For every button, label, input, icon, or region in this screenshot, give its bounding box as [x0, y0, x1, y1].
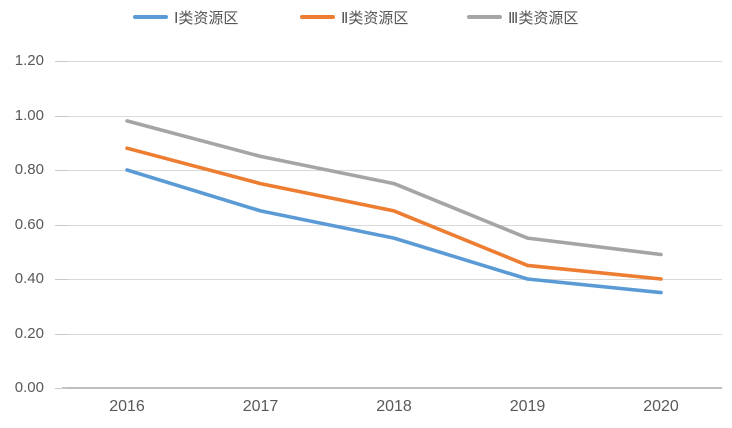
x-tick-label-2019: 2019	[509, 398, 546, 415]
legend-label: Ⅱ类资源区	[341, 9, 409, 27]
legend-item-3: Ⅲ类资源区	[467, 6, 578, 28]
legend-swatch-icon	[467, 14, 502, 20]
y-axis-tick	[55, 279, 68, 280]
gridline	[62, 333, 722, 335]
x-tick-label-2020: 2020	[643, 398, 679, 415]
series-line-3	[125, 119, 663, 257]
legend-swatch-icon	[133, 14, 168, 20]
y-tick-label: 0.00	[14, 379, 44, 396]
x-tick-label-2018: 2018	[376, 398, 412, 415]
gridline	[62, 115, 722, 117]
y-tick-label: 0.20	[14, 324, 44, 342]
y-axis-tick	[55, 224, 68, 226]
y-axis-tick	[55, 170, 68, 171]
gridline	[62, 61, 722, 62]
legend-label: Ⅲ类资源区	[508, 9, 579, 27]
gridline	[62, 224, 722, 226]
y-tick-label: 1.20	[14, 52, 44, 69]
legend-item-1: Ⅰ类资源区	[133, 6, 238, 28]
y-axis-tick	[55, 388, 68, 389]
chart-legend: Ⅰ类资源区 Ⅱ类资源区 Ⅲ类资源区	[0, 6, 732, 30]
x-tick-label-2017: 2017	[242, 398, 279, 415]
gridline	[62, 279, 722, 280]
y-tick-label: 0.40	[14, 270, 44, 287]
gridline	[62, 170, 722, 171]
x-axis-line	[62, 387, 722, 389]
y-axis-tick	[55, 61, 68, 62]
series-line-1	[125, 168, 663, 295]
legend-item-2: Ⅱ类资源区	[300, 6, 408, 28]
legend-swatch-icon	[300, 14, 335, 20]
y-axis-tick	[55, 115, 68, 117]
y-tick-label: 1.00	[14, 106, 44, 124]
y-tick-label: 0.60	[14, 215, 44, 233]
series-line-2	[125, 146, 663, 281]
legend-label: Ⅰ类资源区	[174, 9, 239, 27]
x-tick-label-2016: 2016	[109, 398, 145, 415]
y-tick-label: 0.80	[14, 161, 44, 178]
y-axis-tick	[55, 333, 68, 335]
